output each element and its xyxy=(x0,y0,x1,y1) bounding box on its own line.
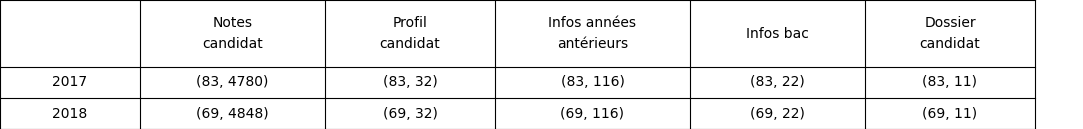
Text: (83, 11): (83, 11) xyxy=(923,75,978,90)
Text: (69, 116): (69, 116) xyxy=(561,107,625,120)
Text: (83, 4780): (83, 4780) xyxy=(196,75,269,90)
Text: Dossier
candidat: Dossier candidat xyxy=(919,16,980,51)
Text: (69, 22): (69, 22) xyxy=(751,107,805,120)
Text: (83, 116): (83, 116) xyxy=(561,75,625,90)
Text: 2017: 2017 xyxy=(52,75,88,90)
Text: (69, 4848): (69, 4848) xyxy=(196,107,269,120)
Text: Profil
candidat: Profil candidat xyxy=(380,16,441,51)
Text: (69, 32): (69, 32) xyxy=(382,107,438,120)
Text: 2018: 2018 xyxy=(52,107,88,120)
Text: Infos bac: Infos bac xyxy=(746,26,809,41)
Text: (83, 22): (83, 22) xyxy=(751,75,805,90)
Text: (83, 32): (83, 32) xyxy=(382,75,438,90)
Text: Infos années
antérieurs: Infos années antérieurs xyxy=(548,16,637,51)
Text: (69, 11): (69, 11) xyxy=(923,107,978,120)
Text: Notes
candidat: Notes candidat xyxy=(203,16,263,51)
